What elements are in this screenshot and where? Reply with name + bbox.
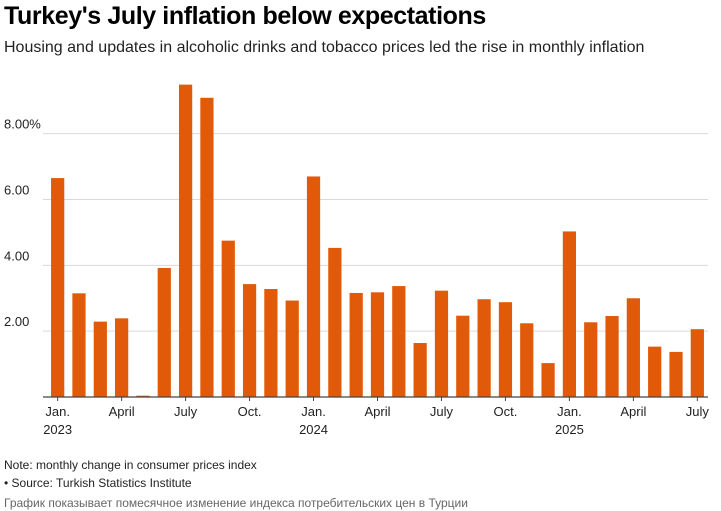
bar [456, 315, 470, 397]
bar [178, 84, 193, 398]
y-tick-label: 8.00% [4, 117, 41, 132]
bar [306, 176, 321, 397]
bar [690, 329, 704, 397]
bar [434, 290, 449, 397]
x-tick-label: July [174, 404, 198, 419]
bar [157, 267, 171, 397]
bar [115, 318, 129, 397]
chart-source: • Source: Turkish Statistics Institute [4, 476, 192, 490]
bar [370, 292, 385, 397]
bar [648, 346, 662, 397]
bar [200, 97, 214, 397]
y-tick-label: 6.00 [4, 183, 29, 198]
x-tick-label: Oct. [238, 404, 262, 419]
bar [605, 316, 619, 397]
bar [520, 323, 534, 397]
bar [392, 286, 406, 397]
bar [328, 247, 342, 397]
bar [584, 322, 598, 397]
x-tick-label: Oct. [494, 404, 518, 419]
bar [93, 321, 107, 397]
bar [562, 231, 577, 397]
x-tick-label: Jan. [301, 404, 326, 419]
x-tick-label: Jan. [45, 404, 70, 419]
x-tick-year-label: 2024 [299, 422, 328, 437]
x-tick-label: April [364, 404, 390, 419]
chart-note: Note: monthly change in consumer prices … [4, 458, 257, 472]
axis-layer: Jan. 2023 April July Oct. Jan. 2024 April July Oc… [43, 396, 710, 437]
bar [498, 302, 513, 397]
bar [136, 395, 150, 397]
bar [349, 292, 363, 397]
bar [242, 284, 257, 397]
x-tick-label: July [430, 404, 454, 419]
bar [51, 178, 65, 397]
chart-subtitle: Housing and updates in alcoholic drinks … [4, 39, 645, 56]
bar-layer [51, 84, 704, 398]
bar [669, 351, 683, 397]
chart-caption: График показывает помесячное изменение и… [4, 496, 468, 510]
x-tick-label: July [686, 404, 710, 419]
bar [72, 293, 86, 397]
bar [264, 289, 278, 397]
bar [413, 343, 427, 397]
bar [285, 300, 299, 397]
bar [221, 240, 235, 397]
chart-title: Turkey's July inflation below expectatio… [4, 2, 486, 30]
y-tick-label: 4.00 [4, 248, 29, 263]
x-tick-label: April [109, 404, 135, 419]
y-tick-label: 2.00 [4, 314, 29, 329]
x-tick-label: Jan. [557, 404, 582, 419]
bar [541, 363, 555, 397]
bar [477, 299, 491, 397]
x-tick-year-label: 2023 [43, 422, 72, 437]
bar [626, 298, 640, 397]
x-tick-year-label: 2025 [555, 422, 584, 437]
x-tick-label: April [620, 404, 646, 419]
